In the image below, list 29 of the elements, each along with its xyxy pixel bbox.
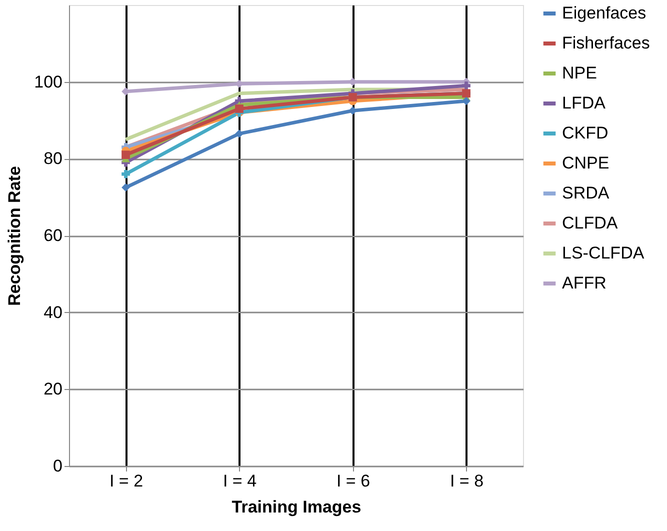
- x-tick-label: I = 2: [109, 472, 144, 490]
- legend-label: SRDA: [562, 184, 610, 202]
- legend-label: CKFD: [562, 124, 608, 142]
- point: [122, 170, 130, 178]
- legend-label: CNPE: [562, 154, 610, 172]
- x-axis-title: Training Images: [232, 498, 362, 516]
- point: [235, 104, 244, 113]
- x-tick-label: I = 8: [450, 472, 484, 490]
- legend-label: AFFR: [562, 274, 606, 292]
- legend-label: LFDA: [562, 94, 606, 112]
- x-tick-label: I = 6: [336, 472, 370, 490]
- y-tick-label: 0: [53, 456, 62, 476]
- y-tick-label: 100: [34, 72, 62, 92]
- x-tick-label: I = 4: [222, 472, 257, 490]
- legend-label: LS-CLFDA: [562, 244, 645, 262]
- legend-label: Fisherfaces: [562, 34, 650, 52]
- legend-label: NPE: [562, 64, 597, 82]
- y-tick-label: 80: [44, 149, 62, 168]
- y-tick-label: 60: [44, 226, 62, 245]
- y-tick-label: 40: [44, 302, 62, 322]
- legend-label: Eigenfaces: [562, 4, 646, 22]
- point: [122, 150, 130, 160]
- y-axis-title: Recognition Rate: [5, 166, 24, 306]
- y-tick-label: 20: [44, 380, 62, 399]
- point: [462, 96, 470, 106]
- point: [122, 183, 130, 192]
- point: [462, 81, 470, 90]
- point: [235, 130, 244, 138]
- legend-label: CLFDA: [562, 214, 618, 232]
